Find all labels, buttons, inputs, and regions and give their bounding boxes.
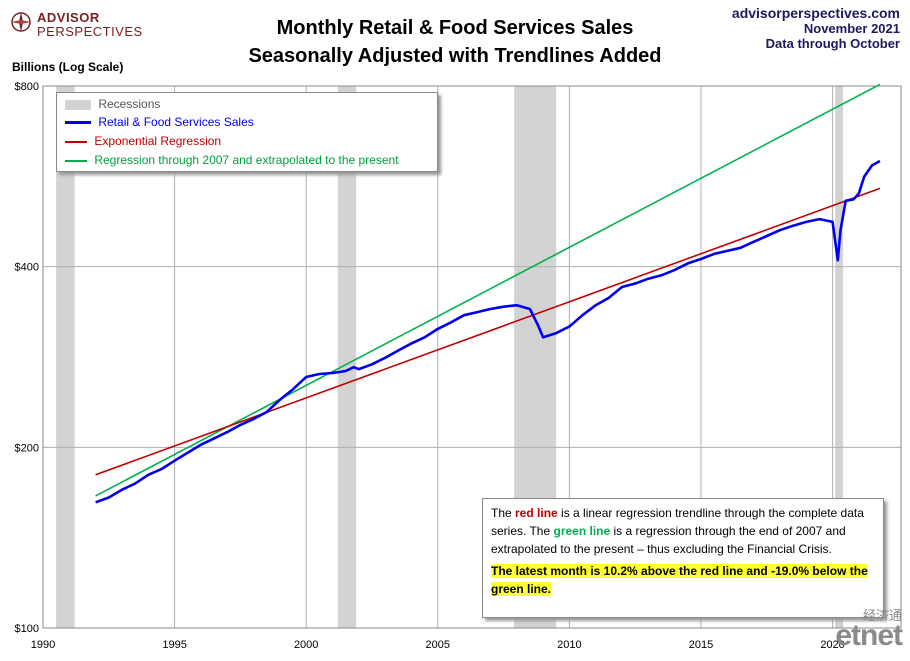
note-text-c: is a regression through the end of 2007 … bbox=[491, 524, 846, 556]
annotation-box: The red line is a linear regression tren… bbox=[482, 498, 884, 618]
legend-swatch-actual bbox=[65, 121, 91, 125]
y-tick-labels: $100 $200 $400 $800 bbox=[15, 81, 39, 635]
recession-band bbox=[337, 86, 357, 628]
x-tick-label: 1995 bbox=[162, 639, 186, 651]
y-tick-label: $800 bbox=[15, 81, 39, 93]
advisor-perspectives-logo: ADVISOR PERSPECTIVES bbox=[10, 9, 143, 39]
logo-text-advisor: ADVISOR bbox=[37, 10, 100, 25]
x-tick-label: 2000 bbox=[294, 639, 318, 651]
series-lines bbox=[95, 83, 881, 504]
legend-swatch-recessions bbox=[65, 99, 91, 110]
publish-date: November 2021 bbox=[803, 21, 900, 36]
chart-title: Monthly Retail & Food Services Sales Sea… bbox=[200, 14, 710, 70]
watermark-cn: 经济通 bbox=[862, 608, 902, 623]
legend-item-actual: Retail & Food Services Sales bbox=[65, 113, 254, 131]
data-through: Data through October bbox=[765, 36, 900, 51]
y-tick-label: $100 bbox=[15, 623, 39, 635]
note-text-a: The bbox=[491, 506, 516, 520]
x-tick-label: 2005 bbox=[426, 639, 450, 651]
note-green-line: green line bbox=[553, 524, 611, 538]
latest-month-highlight: The latest month is 10.2% above the red … bbox=[491, 564, 868, 596]
annotation-paragraph: The red line is a linear regression tren… bbox=[491, 504, 875, 558]
x-tick-label: 1990 bbox=[31, 639, 55, 651]
title-line-2: Seasonally Adjusted with Trendlines Adde… bbox=[248, 45, 662, 67]
source-info: advisorperspectives.com November 2021 Da… bbox=[731, 5, 900, 52]
note-text-b: is a linear regression trendline through… bbox=[491, 506, 864, 538]
legend-label-actual: Retail & Food Services Sales bbox=[98, 115, 254, 129]
legend-label-recessions: Recessions bbox=[98, 97, 161, 111]
y-tick-label: $200 bbox=[15, 442, 39, 454]
legend-label-green: Regression through 2007 and extrapolated… bbox=[94, 153, 399, 167]
legend-label-red: Exponential Regression bbox=[94, 134, 222, 148]
plot-frame bbox=[42, 85, 902, 629]
source-site: advisorperspectives.com bbox=[731, 5, 900, 21]
watermark-et: etnet bbox=[835, 619, 903, 652]
y-tick-label: $400 bbox=[15, 262, 39, 274]
legend-swatch-green bbox=[65, 159, 87, 162]
legend: Recessions Retail & Food Services Sales … bbox=[56, 92, 438, 172]
y-axis-label: Billions (Log Scale) bbox=[12, 60, 124, 74]
note-red-line: red line bbox=[515, 506, 558, 520]
compass-rose-icon bbox=[11, 12, 31, 32]
x-tick-labels: 1990 1995 2000 2005 2010 2015 2020 bbox=[31, 639, 845, 651]
x-tick-label: 2015 bbox=[689, 639, 713, 651]
recession-band bbox=[56, 86, 75, 628]
legend-swatch-red bbox=[65, 140, 87, 143]
series-line-retail-sales bbox=[95, 159, 881, 504]
x-tick-label: 2020 bbox=[820, 639, 844, 651]
legend-item-recessions: Recessions bbox=[65, 95, 160, 113]
x-tick-label: 2010 bbox=[557, 639, 581, 651]
recession-band bbox=[835, 86, 844, 628]
title-line-1: Monthly Retail & Food Services Sales bbox=[276, 17, 634, 39]
series-line-exponential-regression bbox=[95, 187, 881, 476]
legend-item-green: Regression through 2007 and extrapolated… bbox=[65, 151, 399, 169]
logo-text-perspectives: PERSPECTIVES bbox=[37, 24, 143, 39]
legend-item-red: Exponential Regression bbox=[65, 132, 221, 150]
etnet-watermark: 经济通 etnet bbox=[814, 605, 904, 657]
